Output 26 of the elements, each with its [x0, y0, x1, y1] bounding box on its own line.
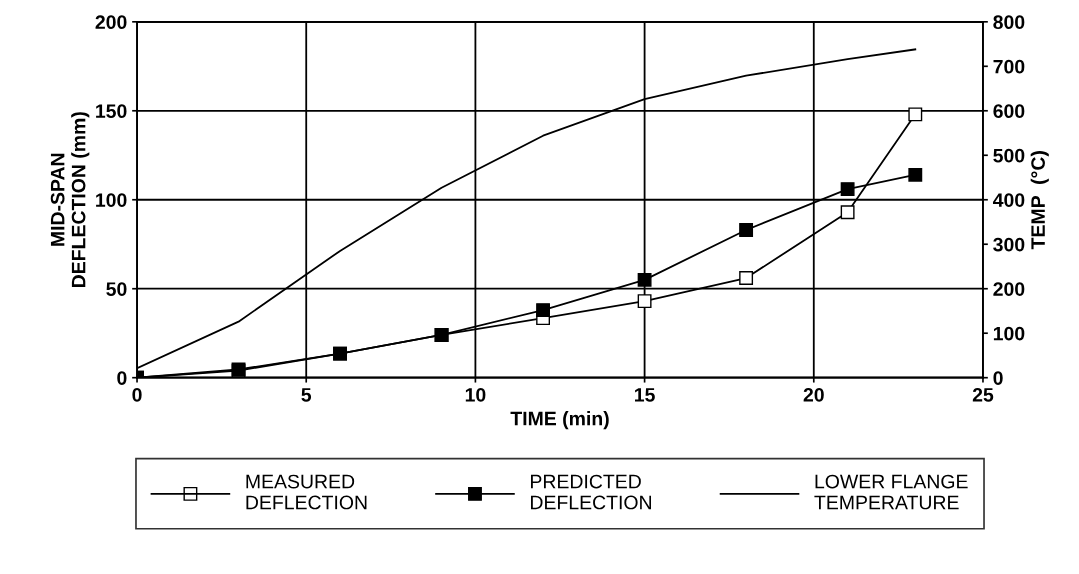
y-tick-label: 50 [106, 282, 127, 296]
legend-label: PREDICTED DEFLECTION [531, 474, 651, 510]
x-tick-label: 15 [635, 388, 655, 402]
y-tick-label: 200 [95, 15, 127, 30]
x-tick-label: 5 [301, 388, 312, 402]
y-tick-label: 0 [117, 371, 127, 385]
legend-label: LOWER FLANGE TEMPERATURE [814, 474, 968, 510]
y2-tick-label: 700 [993, 59, 1025, 74]
y2-tick-label: 100 [993, 326, 1025, 341]
x-axis-title: TIME (min) [510, 411, 609, 430]
legend-label: MEASURED DEFLECTION [246, 474, 367, 510]
y2-tick-label: 800 [993, 15, 1025, 30]
y2-axis-title: TEMP (°C) [1030, 151, 1049, 250]
y2-tick-label: 400 [992, 193, 1025, 207]
x-tick-label: 25 [972, 387, 994, 402]
x-tick-label: 20 [803, 387, 824, 402]
y-axis-title: MID-SPAN DEFLECTION (mm) [50, 112, 90, 288]
y2-tick-label: 200 [993, 282, 1025, 296]
y2-tick-label: 300 [993, 237, 1025, 252]
x-tick-label: 0 [132, 387, 142, 402]
x-tick-label: 10 [465, 387, 486, 402]
y2-tick-label: 0 [993, 371, 1003, 385]
y-tick-label: 150 [96, 104, 127, 119]
y-tick-label: 100 [96, 193, 127, 207]
y2-tick-label: 500 [993, 148, 1025, 163]
y2-tick-label: 600 [993, 104, 1025, 119]
